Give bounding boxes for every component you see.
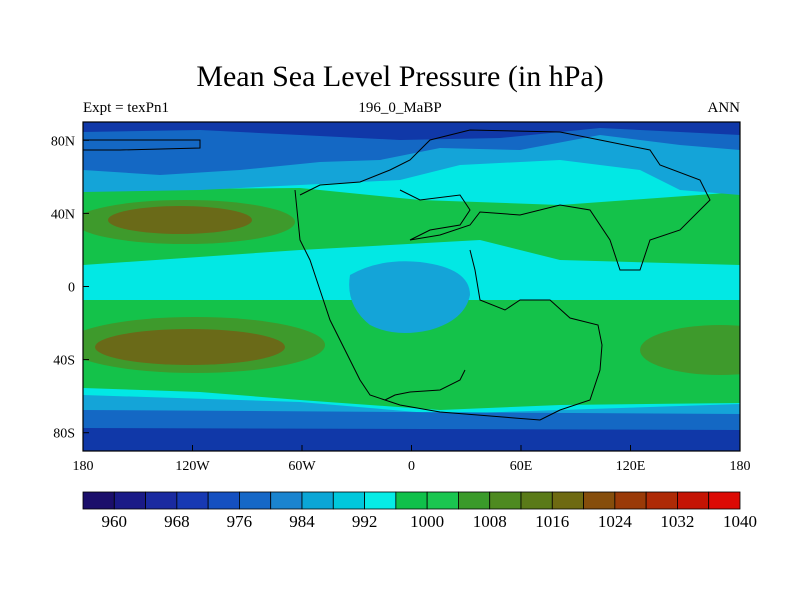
- colorbar: 960 968 976 984 992 1000 1008 1016 1024 1032 1040: [82, 491, 757, 531]
- colorbar-label: 968: [164, 512, 190, 531]
- y-tick-label: 40N: [51, 207, 75, 222]
- colorbar-swatch: [583, 491, 616, 510]
- colorbar-swatch: [270, 491, 303, 510]
- colorbar-swatch: [145, 491, 178, 510]
- time-label: 196_0_MaBP: [358, 100, 442, 116]
- colorbar-swatch: [113, 491, 146, 510]
- colorbar-swatch: [364, 491, 397, 510]
- colorbar-label: 960: [102, 512, 128, 531]
- colorbar-label: 1016: [535, 512, 569, 531]
- southern-deep-blue-band: [83, 428, 740, 451]
- colorbar-label: 1024: [598, 512, 633, 531]
- north-subtropical-high-core: [108, 206, 252, 234]
- colorbar-swatch: [176, 491, 209, 510]
- y-tick-label: 0: [68, 281, 75, 296]
- colorbar-swatch: [677, 491, 710, 510]
- y-tick-label: 80N: [51, 134, 75, 149]
- x-tick-label: 180: [73, 459, 94, 474]
- x-tick-label: 0: [408, 459, 415, 474]
- northern-deep-blue-band: [83, 122, 740, 140]
- y-tick-label: 40S: [53, 354, 75, 369]
- continental-low: [349, 261, 470, 334]
- colorbar-swatch: [395, 491, 428, 510]
- colorbar-swatch: [551, 491, 584, 510]
- colorbar-label: 1032: [660, 512, 694, 531]
- coastline: [83, 129, 711, 421]
- colorbar-swatch: [207, 491, 240, 510]
- colorbar-swatch: [332, 491, 365, 510]
- x-tick-label: 60W: [288, 459, 316, 474]
- colorbar-swatch: [239, 491, 272, 510]
- colorbar-swatch: [82, 491, 115, 510]
- x-tick-label: 180: [730, 459, 751, 474]
- east-pacific-high: [640, 325, 740, 375]
- colorbar-swatch: [520, 491, 553, 510]
- x-tick-label: 120E: [616, 459, 646, 474]
- colorbar-swatch: [489, 491, 522, 510]
- colorbar-swatch: [614, 491, 647, 510]
- axis-ticks: 180 120W 60W 0 60E 120E 180 80N 40N 0 40S 80S: [51, 134, 751, 474]
- x-tick-label: 60E: [510, 459, 533, 474]
- y-tick-label: 80S: [53, 427, 75, 442]
- colorbar-label: 976: [227, 512, 253, 531]
- south-subtropical-high-core: [95, 329, 285, 365]
- season-label: ANN: [707, 100, 741, 116]
- colorbar-swatch: [426, 491, 459, 510]
- colorbar-swatch: [645, 491, 678, 510]
- colorbar-swatch: [458, 491, 491, 510]
- colorbar-label: 984: [289, 512, 315, 531]
- colorbar-swatch: [301, 491, 334, 510]
- colorbar-label: 1040: [723, 512, 757, 531]
- experiment-label: Expt = texPn1: [83, 100, 169, 116]
- colorbar-swatch: [708, 491, 741, 510]
- x-tick-label: 120W: [175, 459, 210, 474]
- colorbar-label: 992: [352, 512, 378, 531]
- map-title: Mean Sea Level Pressure (in hPa): [196, 60, 604, 93]
- colorbar-label: 1008: [473, 512, 507, 531]
- colorbar-label: 1000: [410, 512, 444, 531]
